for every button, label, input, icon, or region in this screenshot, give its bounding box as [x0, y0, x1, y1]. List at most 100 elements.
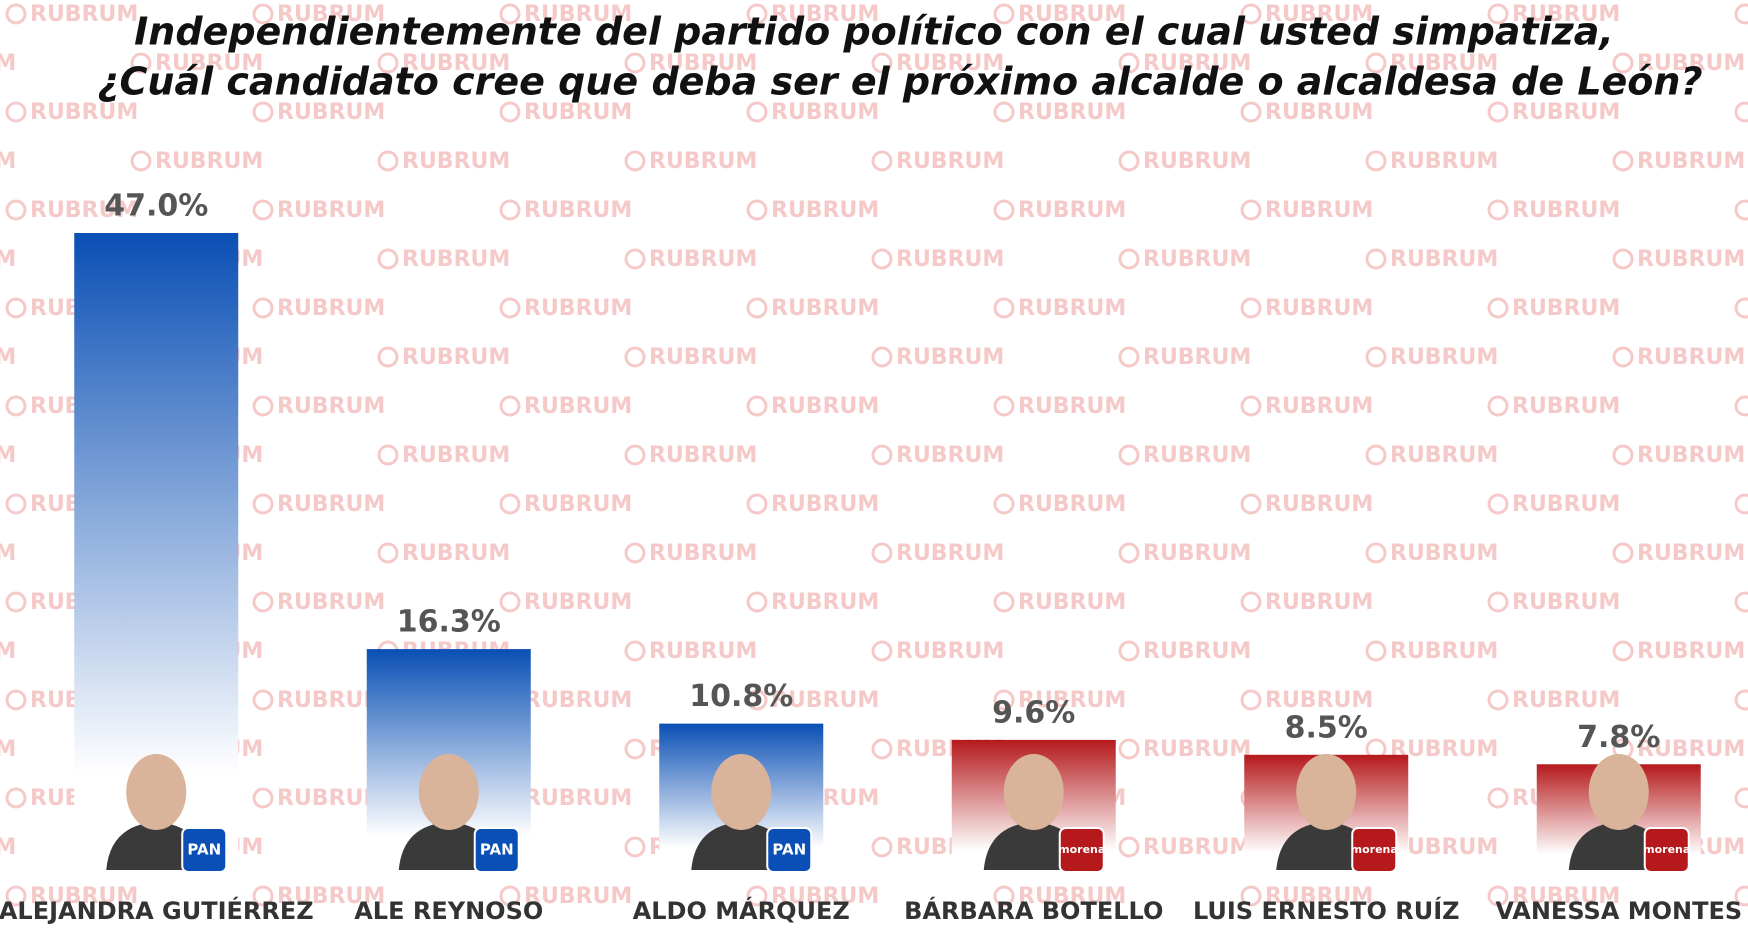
watermark-icon [252, 493, 274, 515]
watermark: RUBRUM [1265, 492, 1373, 517]
value-label: 7.8% [1577, 720, 1660, 755]
watermark-icon [746, 395, 768, 417]
watermark: RUBRUM [402, 345, 510, 370]
watermark-icon [252, 787, 274, 809]
x-tick-label: BÁRBARA BOTELLO [904, 896, 1163, 925]
value-label: 16.3% [397, 605, 501, 640]
watermark: RUBRUM [771, 884, 879, 909]
watermark: RUBRUM [771, 198, 879, 223]
watermark-icon [1118, 248, 1140, 270]
watermark-icon [871, 150, 893, 172]
x-tick-label: ALEJANDRA GUTIÉRREZ [0, 896, 314, 925]
watermark: RUBRUM [649, 51, 757, 76]
party-name: morena [1058, 843, 1105, 856]
watermark-icon [1734, 689, 1748, 711]
watermark-icon [871, 542, 893, 564]
watermark: RUBRUM [155, 149, 263, 174]
watermark-icon [1612, 346, 1634, 368]
watermark: RUBRUM [1390, 247, 1498, 272]
party-logo [181, 827, 228, 873]
watermark-icon [624, 248, 646, 270]
candidate-face [418, 754, 479, 830]
party-logo [766, 827, 813, 873]
watermark: RUBRUM [0, 345, 16, 370]
watermark-icon [871, 248, 893, 270]
watermark-icon [130, 150, 152, 172]
watermark-icon [5, 101, 27, 123]
watermark: RUBRUM [0, 247, 16, 272]
watermark-icon [624, 444, 646, 466]
watermark-icon [5, 885, 27, 907]
watermark-icon [1240, 101, 1262, 123]
watermark-icon [499, 493, 521, 515]
watermark-icon [993, 101, 1015, 123]
watermark-icon [499, 591, 521, 613]
watermark-icon [499, 101, 521, 123]
watermark-icon [993, 493, 1015, 515]
watermark: RUBRUM [771, 492, 879, 517]
party-logo [1058, 827, 1105, 873]
watermark: RUBRUM [1512, 296, 1620, 321]
watermark-icon [1487, 885, 1509, 907]
watermark: RUBRUM [1018, 2, 1126, 27]
chart-title: ¿Cuál candidato cree que deba ser el pró… [97, 60, 1702, 104]
watermark: RUBRUM [277, 2, 385, 27]
value-label: 47.0% [104, 189, 208, 224]
watermark-icon [1118, 542, 1140, 564]
watermark-icon [624, 542, 646, 564]
watermark-icon [746, 199, 768, 221]
watermark: RUBRUM [524, 688, 632, 713]
chart-title: Independientemente del partido político … [134, 10, 1614, 54]
value-label: 8.5% [1285, 710, 1368, 745]
watermark: RUBRUM [277, 492, 385, 517]
watermark-icon [1365, 150, 1387, 172]
watermark: RUBRUM [524, 590, 632, 615]
watermark: RUBRUM [771, 2, 879, 27]
plot: 47.0% PAN ALEJANDRA GUTIÉRREZ 16.3% PAN ALE R… [0, 189, 1742, 926]
watermark-icon [1118, 836, 1140, 858]
watermark: RUBRUM [1390, 639, 1498, 664]
watermark-icon [499, 395, 521, 417]
watermark-icon [5, 591, 27, 613]
watermark-icon [1365, 248, 1387, 270]
watermark: RUBRUM [1143, 247, 1251, 272]
watermark-icon [499, 297, 521, 319]
watermark: RUBRUM [1143, 51, 1251, 76]
x-tick-label: ALDO MÁRQUEZ [633, 896, 850, 925]
watermark: RUBRUM [1265, 688, 1373, 713]
watermark: RUBRUM [0, 639, 16, 664]
watermark-icon [993, 297, 1015, 319]
watermark: RUBRUM [896, 541, 1004, 566]
x-tick-label: ALE REYNOSO [354, 897, 543, 925]
watermark: RUBRUM [1018, 492, 1126, 517]
watermark: RUBRUM [896, 51, 1004, 76]
x-tick-label: LUIS ERNESTO RUÍZ [1193, 896, 1460, 925]
watermark-icon [5, 297, 27, 319]
watermark-icon [993, 3, 1015, 25]
watermark-icon [1240, 493, 1262, 515]
watermark: RUBRUM [649, 639, 757, 664]
watermark: RUBRUM [1018, 100, 1126, 125]
watermark: RUBRUM [1018, 590, 1126, 615]
watermark-icon [1240, 199, 1262, 221]
watermark: RUBRUM [1390, 345, 1498, 370]
watermark-icon [1734, 787, 1748, 809]
watermark: RUBRUM [524, 100, 632, 125]
watermark-icon [377, 52, 399, 74]
watermark-icon [252, 689, 274, 711]
watermark-icon [1734, 297, 1748, 319]
watermark-icon [1240, 689, 1262, 711]
watermark: RUBRUM [277, 884, 385, 909]
watermark: RUBRUM [1390, 443, 1498, 468]
watermark-icon [993, 689, 1015, 711]
watermark: RUBRUM [1637, 51, 1745, 76]
watermark: RUBRUM [402, 541, 510, 566]
watermark: RUBRUM [1512, 100, 1620, 125]
watermark: RUBRUM [771, 100, 879, 125]
watermark-icon [1365, 542, 1387, 564]
watermark: RUBRUM [771, 590, 879, 615]
watermark-icon [130, 52, 152, 74]
party-logo [473, 827, 520, 873]
watermark-icon [1734, 395, 1748, 417]
